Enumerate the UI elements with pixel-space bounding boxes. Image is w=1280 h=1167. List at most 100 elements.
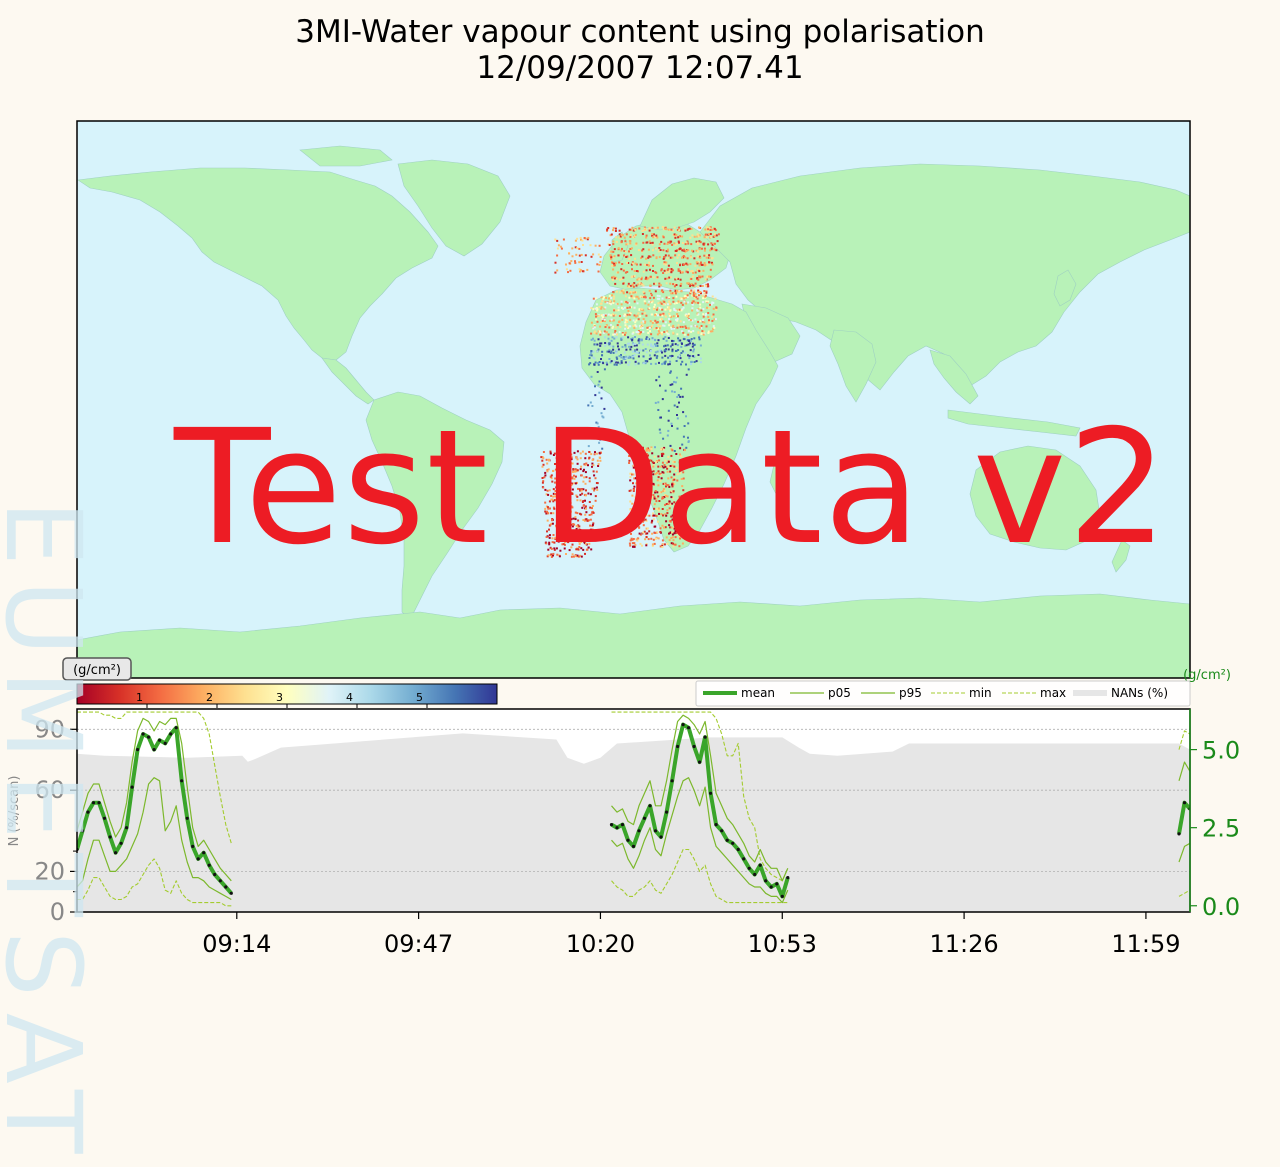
chart-title-line2: 12/09/2007 12:07.41 xyxy=(476,50,804,86)
land-south-america xyxy=(365,391,505,621)
mean-point xyxy=(224,885,228,889)
time-series-chart: 09:14 09:47 10:20 10:53 11:26 11:59 0 20 60 90 0… xyxy=(7,668,1240,958)
legend-label: mean xyxy=(741,686,775,700)
mean-point xyxy=(102,816,107,820)
land-indonesia xyxy=(947,409,1081,437)
mean-point xyxy=(213,872,217,877)
mean-point xyxy=(631,844,636,849)
mean-point xyxy=(229,891,233,895)
mean-point xyxy=(97,801,101,805)
legend: mean p05 p95 min max NANs (%) xyxy=(695,680,1191,707)
map-frame xyxy=(76,120,1191,679)
land-australia xyxy=(969,445,1101,551)
mean-point xyxy=(648,804,652,808)
mean-point xyxy=(709,791,713,795)
mean-point xyxy=(620,823,625,827)
land-scandinavia xyxy=(639,177,725,231)
p95-line xyxy=(77,717,232,882)
mean-point xyxy=(665,810,669,814)
mean-point xyxy=(207,863,211,867)
x-tick-label: 09:47 xyxy=(384,930,453,958)
mean-point xyxy=(218,879,222,883)
land-southeast-asia xyxy=(929,349,979,405)
mean-point xyxy=(191,844,195,849)
min-line xyxy=(1178,889,1190,897)
min-line xyxy=(77,858,232,907)
legend-label: p95 xyxy=(899,686,922,700)
mean-point xyxy=(174,726,178,730)
right-axis-label: (g/cm²) xyxy=(1183,668,1231,683)
mean-point xyxy=(670,779,674,783)
mean-point xyxy=(158,738,162,742)
mean-point xyxy=(720,829,724,833)
left-tick-label: 90 xyxy=(34,715,65,743)
mean-point xyxy=(714,823,718,827)
mean-point xyxy=(659,835,663,839)
mean-point xyxy=(163,741,167,746)
water-vapour-map xyxy=(76,120,1191,679)
p95-line xyxy=(611,714,789,882)
max-line xyxy=(611,711,789,882)
x-tick-label: 11:26 xyxy=(930,930,999,958)
x-tick-label: 10:20 xyxy=(566,930,635,958)
mean-point xyxy=(687,726,691,730)
left-tick-label: 60 xyxy=(34,776,65,804)
max-line xyxy=(77,711,232,844)
mean-point xyxy=(91,801,96,805)
left-axis-label: N (%/scan) xyxy=(7,776,22,847)
mean-point xyxy=(703,735,707,739)
mean-point xyxy=(676,744,680,749)
mean-point xyxy=(185,816,189,820)
chart-title-line1: 3MI-Water vapour content using polarisat… xyxy=(295,14,985,50)
mean-point xyxy=(130,785,134,789)
max-line xyxy=(1178,730,1190,750)
legend-label: max xyxy=(1040,686,1066,700)
mean-point xyxy=(758,863,762,867)
p05-line xyxy=(1178,842,1190,863)
mean-point xyxy=(692,744,696,749)
mean-point xyxy=(681,723,685,727)
mean-point xyxy=(1177,832,1181,836)
land-asia xyxy=(699,163,1190,391)
mean-point xyxy=(169,732,173,736)
mean-point xyxy=(1182,801,1187,805)
mean-point xyxy=(698,760,702,764)
x-tick-label: 11:59 xyxy=(1111,930,1180,958)
legend-label: min xyxy=(969,686,992,700)
mean-point xyxy=(642,816,647,820)
mean-point xyxy=(202,851,206,855)
p95-line xyxy=(1178,761,1190,781)
mean-point xyxy=(780,894,784,899)
mean-point xyxy=(769,885,773,889)
mean-point xyxy=(786,876,790,880)
p05-line xyxy=(611,777,789,904)
mean-point xyxy=(108,835,112,839)
land-north-america xyxy=(77,167,439,361)
mean-point xyxy=(731,841,735,845)
legend-label: p05 xyxy=(828,686,851,700)
mean-point xyxy=(736,847,740,852)
right-tick-label: 5.0 xyxy=(1202,737,1240,765)
mean-point xyxy=(125,826,129,830)
mean-point xyxy=(141,732,145,736)
mean-point xyxy=(742,857,746,861)
chart-title: 3MI-Water vapour content using polarisat… xyxy=(0,14,1280,86)
mean-point xyxy=(180,779,184,783)
x-tick-label: 10:53 xyxy=(748,930,817,958)
right-tick-label: 0.0 xyxy=(1202,893,1240,921)
x-tick-label: 09:14 xyxy=(202,930,271,958)
land-india xyxy=(829,329,877,403)
mean-point xyxy=(152,748,156,752)
land-new-zealand xyxy=(1111,539,1131,573)
land-japan xyxy=(1053,269,1077,307)
mean-point xyxy=(609,823,614,827)
land-arctic-islands xyxy=(299,145,393,167)
left-tick-label: 0 xyxy=(50,898,65,926)
mean-point xyxy=(114,851,118,855)
mean-point xyxy=(86,810,90,814)
land-greenland xyxy=(397,159,511,257)
test-data-watermark: Test Data v2 xyxy=(174,396,1169,580)
mean-point xyxy=(196,857,200,861)
eumetsat-watermark: EUMETSAT xyxy=(0,500,104,1167)
mean-point xyxy=(626,838,630,842)
